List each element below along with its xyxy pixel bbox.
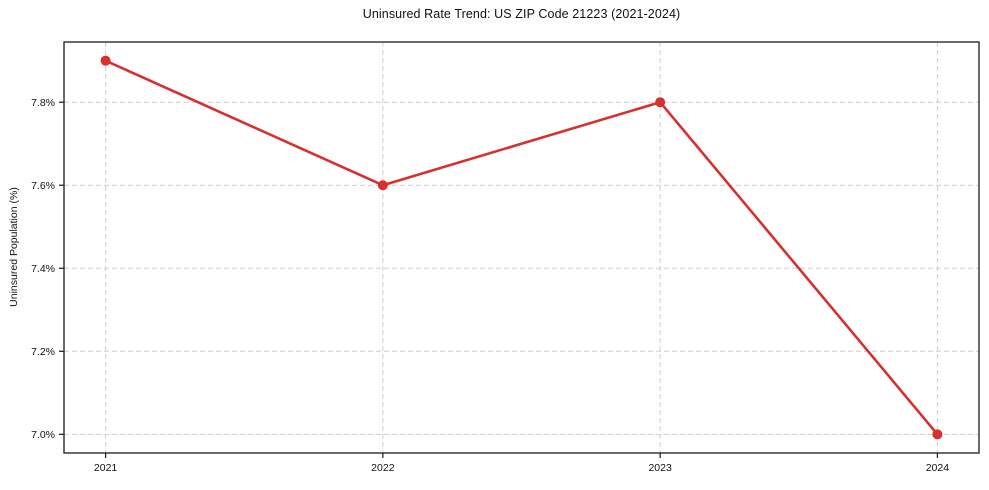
y-tick-label: 7.6% [31, 180, 55, 192]
chart-title: Uninsured Rate Trend: US ZIP Code 21223 … [362, 7, 681, 21]
y-tick-label: 7.4% [31, 263, 55, 275]
plot-border [63, 41, 980, 454]
x-tick-label: 2023 [648, 462, 672, 474]
x-tick-label: 2021 [94, 462, 118, 474]
x-tick-label: 2022 [371, 462, 395, 474]
data-point-2023 [655, 97, 666, 108]
trend-line [104, 59, 939, 436]
x-tick-label: 2024 [926, 462, 950, 474]
y-tick-label: 7.0% [31, 429, 55, 441]
data-point-2024 [932, 429, 943, 440]
data-point-2022 [377, 180, 388, 191]
data-point-2021 [100, 55, 111, 66]
y-tick-label: 7.2% [31, 346, 55, 358]
y-tick-label: 7.8% [31, 97, 55, 109]
